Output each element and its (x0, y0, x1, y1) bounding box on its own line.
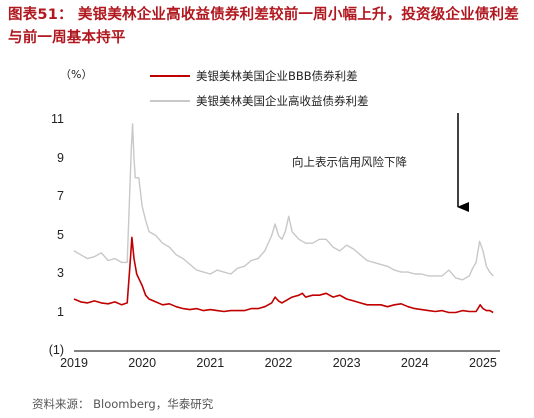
y-tick-label: 3 (57, 266, 64, 280)
legend-label-bbb: 美银美林美国企业BBB债券利差 (196, 69, 358, 83)
legend-item-bbb: 美银美林美国企业BBB债券利差 (150, 68, 358, 84)
series-line-high-yield (73, 123, 494, 281)
x-tick-label: 2025 (469, 356, 497, 370)
y-tick-label: 1 (57, 304, 64, 319)
y-tick-label: 5 (57, 227, 64, 242)
x-tick-label: 2023 (332, 356, 361, 370)
y-tick-label: (1) (48, 343, 64, 357)
x-tick-label: 2024 (400, 356, 429, 370)
chart-title: 图表51： 美银美林企业高收益债券利差较前一周小幅上升，投资级企业债利差与前一周… (8, 7, 519, 46)
x-tick-label: 2021 (196, 356, 225, 370)
source-note: 资料来源： Bloomberg，华泰研究 (32, 397, 214, 411)
legend-swatch-bbb (150, 75, 190, 77)
x-tick-label: 2019 (60, 356, 88, 370)
series-line-bbb (73, 236, 494, 314)
y-tick-label: 11 (51, 112, 64, 126)
y-tick-label: 9 (57, 150, 64, 165)
y-tick-label: 7 (57, 189, 64, 203)
legend-item-high-yield: 美银美林美国企业高收益债券利差 (150, 93, 369, 109)
y-axis-unit: （%） (60, 68, 93, 81)
legend-label-high-yield: 美银美林美国企业高收益债券利差 (196, 94, 369, 108)
annotation-text: 向上表示信用风险下降 (292, 155, 407, 169)
legend-swatch-high-yield (150, 100, 190, 102)
x-tick-label: 2022 (264, 356, 293, 370)
x-tick-label: 2020 (128, 356, 157, 370)
